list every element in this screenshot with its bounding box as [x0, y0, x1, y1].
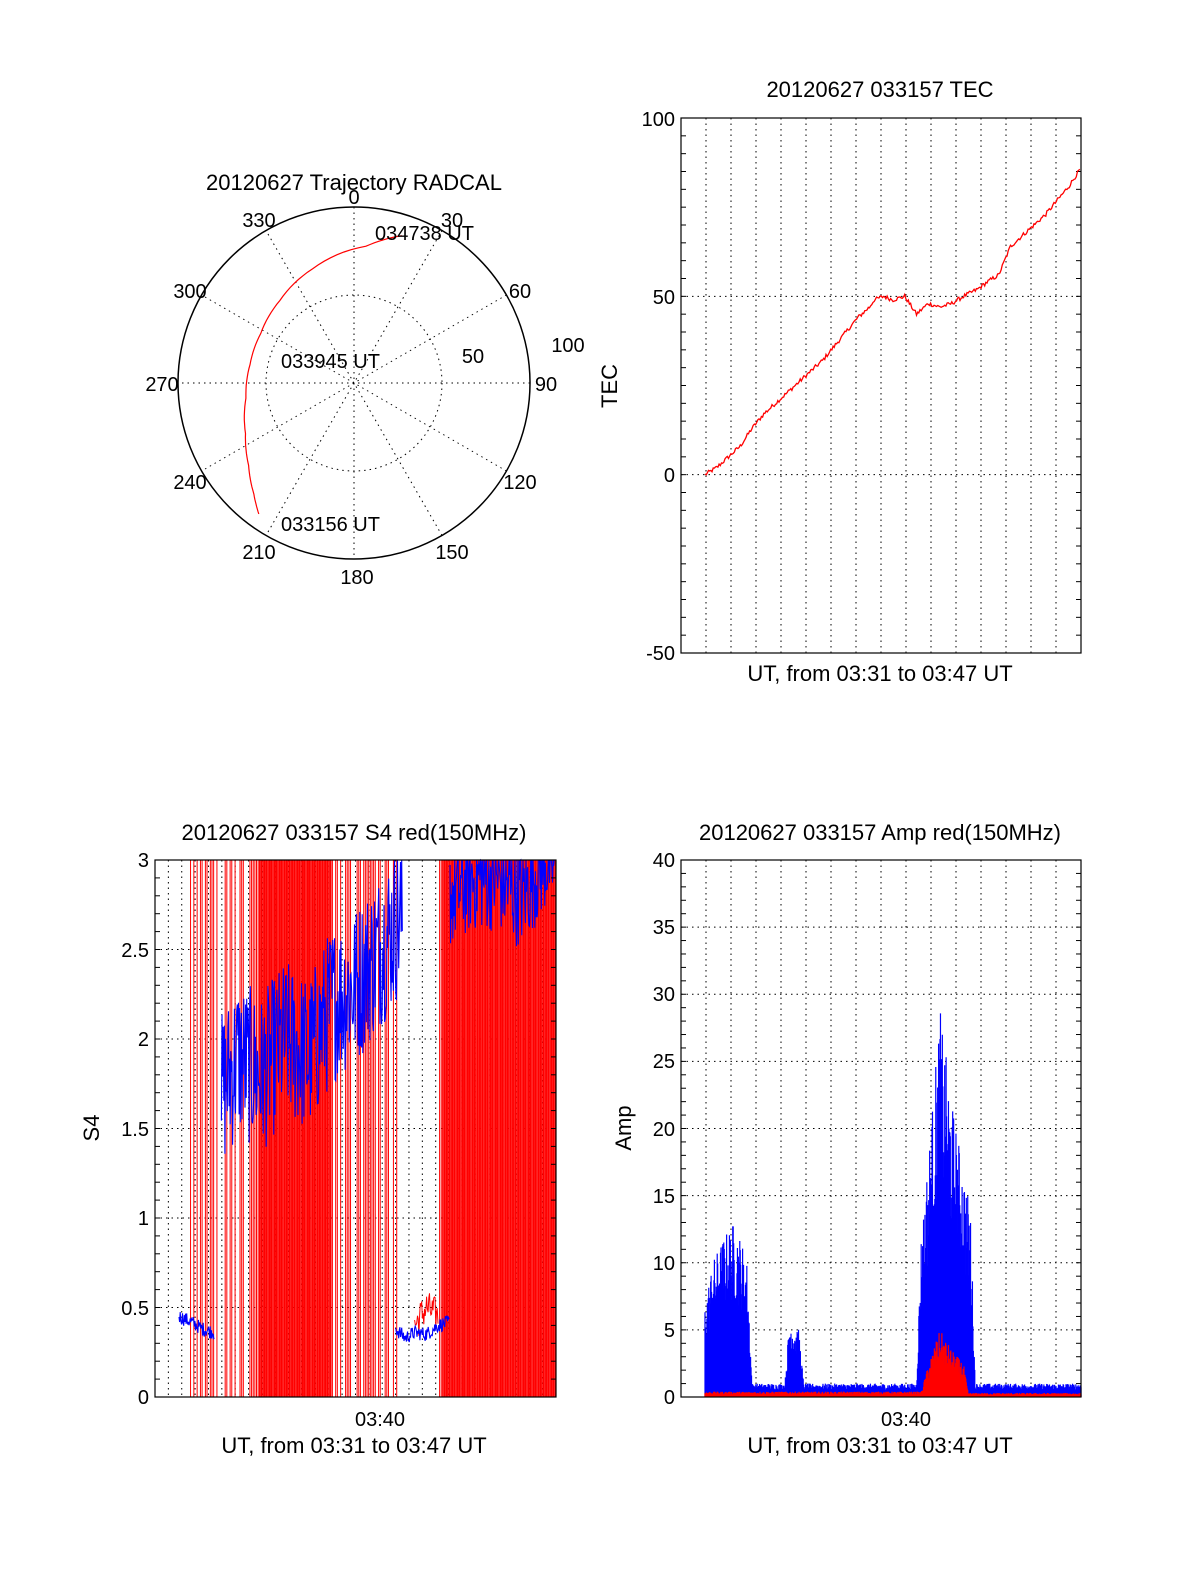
tec-plot: 20120627 033157 TEC -50 0 50 100 TEC UT,…	[597, 77, 1082, 686]
az-label-120: 120	[503, 472, 536, 494]
az-label-300: 300	[173, 281, 206, 303]
tec-ytick: 0	[664, 465, 675, 487]
polar-title: 20120627 Trajectory RADCAL	[206, 170, 502, 195]
amp-title: 20120627 033157 Amp red(150MHz)	[699, 820, 1061, 845]
tec-plot-frame	[680, 117, 1082, 654]
amp-ytick: 30	[653, 984, 675, 1006]
s4-y-ticks: 0 0.5 1 1.5 2 2.5 3	[121, 850, 149, 1409]
tec-ytick: 50	[653, 287, 675, 309]
s4-ytick: 0	[138, 1387, 149, 1409]
tec-series-line	[704, 168, 1081, 476]
s4-plot-frame	[154, 859, 557, 1398]
az-label-0: 0	[348, 187, 359, 209]
polar-annotation-end: 034738 UT	[375, 223, 474, 245]
s4-ytick: 1	[138, 1208, 149, 1230]
tec-minor-ticks	[681, 117, 1081, 654]
amp-ytick: 40	[653, 850, 675, 872]
tec-ytick: -50	[646, 643, 675, 665]
s4-blue-line	[220, 859, 403, 1154]
tec-ytick: 100	[642, 109, 675, 131]
amp-plot: 20120627 033157 Amp red(150MHz) 0 5 10 1…	[611, 820, 1082, 1458]
polar-annotation-start: 033156 UT	[281, 514, 380, 536]
az-label-180: 180	[340, 567, 373, 589]
amp-ytick: 25	[653, 1051, 675, 1073]
s4-blue-line	[395, 1315, 450, 1343]
amp-y-ticks: 0 5 10 15 20 25 30 35 40	[653, 850, 675, 1409]
s4-ytick: 0.5	[121, 1298, 149, 1320]
amp-red-series	[704, 1333, 1082, 1397]
amp-plot-frame	[680, 859, 1082, 1398]
s4-title: 20120627 033157 S4 red(150MHz)	[182, 820, 527, 845]
polar-trajectory-plot: 20120627 Trajectory RADCAL 0 30 60 90 12…	[145, 170, 584, 589]
az-label-60: 60	[509, 281, 531, 303]
az-label-30: 30	[441, 210, 463, 232]
amp-blue-series	[704, 1013, 1082, 1397]
polar-azimuth-labels: 0 30 60 90 120 150 180 210 240 270 300 3…	[145, 187, 557, 589]
polar-spoke	[265, 230, 443, 536]
az-label-330: 330	[242, 210, 275, 232]
polar-annotation-mid: 033945 UT	[281, 351, 380, 373]
az-label-240: 240	[173, 472, 206, 494]
amp-ytick: 10	[653, 1253, 675, 1275]
az-label-150: 150	[435, 542, 468, 564]
s4-plot: 20120627 033157 S4 red(150MHz) 0 0.5 1 1…	[79, 820, 557, 1458]
s4-ytick: 3	[138, 850, 149, 872]
amp-ytick: 0	[664, 1387, 675, 1409]
amp-ytick: 15	[653, 1186, 675, 1208]
amp-grid	[681, 860, 1081, 1397]
amp-xtick: 03:40	[881, 1409, 931, 1431]
amp-ytick: 20	[653, 1119, 675, 1141]
tec-title: 20120627 033157 TEC	[766, 77, 993, 102]
s4-ytick: 2.5	[121, 940, 149, 962]
az-label-90: 90	[535, 374, 557, 396]
s4-blue-line	[178, 1312, 215, 1340]
polar-trajectory-line	[243, 235, 402, 515]
az-label-210: 210	[242, 542, 275, 564]
tec-y-ticks: -50 0 50 100	[642, 109, 675, 665]
amp-ytick: 35	[653, 917, 675, 939]
s4-red-line	[414, 1293, 439, 1336]
amp-y-axis-label: Amp	[611, 1105, 636, 1150]
s4-x-axis-label: UT, from 03:31 to 03:47 UT	[221, 1433, 486, 1458]
s4-minor-ticks	[155, 859, 556, 1398]
s4-ytick: 1.5	[121, 1119, 149, 1141]
amp-ytick: 5	[664, 1320, 675, 1342]
tec-y-axis-label: TEC	[597, 364, 622, 408]
s4-y-axis-label: S4	[79, 1115, 104, 1142]
s4-ytick: 2	[138, 1029, 149, 1051]
az-label-270: 270	[145, 374, 178, 396]
tec-grid	[681, 118, 1081, 653]
s4-red-spikes	[190, 860, 556, 1397]
amp-minor-ticks	[681, 859, 1081, 1398]
s4-xtick: 03:40	[355, 1409, 405, 1431]
radial-label-100: 100	[551, 335, 584, 357]
polar-spokes	[178, 207, 530, 559]
amp-x-axis-label: UT, from 03:31 to 03:47 UT	[747, 1433, 1012, 1458]
radial-label-50: 50	[462, 346, 484, 368]
tec-x-axis-label: UT, from 03:31 to 03:47 UT	[747, 661, 1012, 686]
